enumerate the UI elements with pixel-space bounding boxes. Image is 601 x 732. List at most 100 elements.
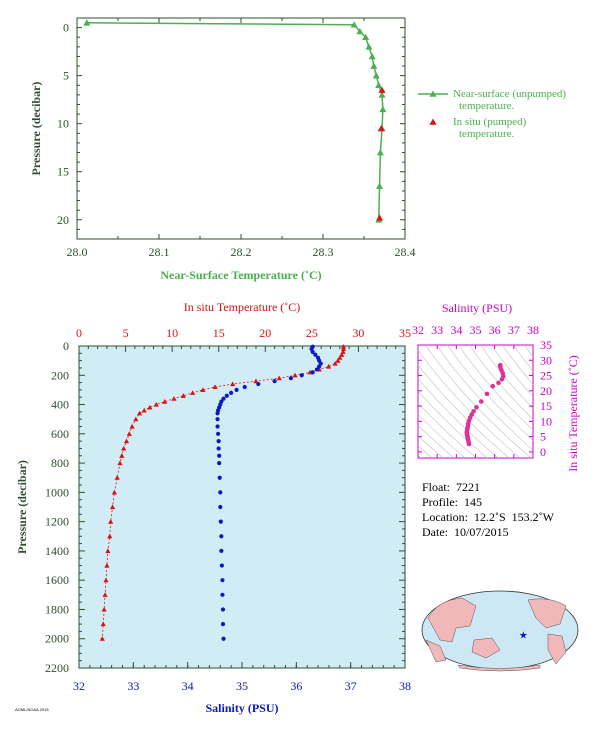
temperature-profile-point <box>111 489 117 495</box>
ts-density-contour <box>524 345 533 358</box>
salinity-profile-point <box>216 439 221 444</box>
salinity-profile-point <box>313 352 318 357</box>
top-x-axis-label: Near-Surface Temperature (˚C) <box>160 268 321 282</box>
ts-temp-tick-label: 35 <box>540 338 552 352</box>
ts-density-contour <box>425 345 532 458</box>
temperature-profile-point <box>133 416 139 422</box>
salinity-profile-point <box>216 446 221 451</box>
top-y-tick-label: 5 <box>63 69 69 83</box>
in-situ-temperature-point <box>377 125 385 132</box>
temperature-profile-point <box>171 396 177 401</box>
float-location: Location: 12.2˚S 153.2˚W <box>422 510 554 524</box>
ts-temp-tick-label: 5 <box>540 430 546 444</box>
near-surface-temperature-point <box>365 43 373 50</box>
salinity-profile-point <box>217 453 222 458</box>
pressure-axis-tick-label: 400 <box>51 398 69 412</box>
near-surface-temperature-point <box>376 149 384 156</box>
legend-label-pumped-2: temperature. <box>459 128 515 140</box>
ts-density-contour <box>469 345 533 420</box>
salinity-profile-point <box>218 519 223 524</box>
temperature-profile-point <box>129 423 135 429</box>
top-y-axis-label: Pressure (decibar) <box>29 82 43 176</box>
temperature-profile-point <box>109 504 116 510</box>
salinity-profile-point <box>220 607 226 612</box>
profile-number: Profile: 145 <box>422 495 482 509</box>
salinity-profile-point <box>310 370 315 375</box>
near-surface-temperature-point <box>378 91 386 98</box>
pressure-axis-tick-label: 200 <box>51 368 69 382</box>
ts-point <box>478 399 484 404</box>
ts-temp-tick-label: 30 <box>540 353 552 367</box>
salinity-profile-point <box>220 621 226 627</box>
map-land-africa <box>425 639 447 663</box>
float-info: Float: 7221 Profile: 145 Location: 12.2˚… <box>422 480 554 540</box>
map-land-asia <box>427 597 477 643</box>
ts-density-contour <box>418 414 466 458</box>
map-land-south-america <box>547 633 567 665</box>
salinity-profile-point <box>288 376 293 381</box>
temperature-profile-point <box>326 363 332 369</box>
temp-axis-tick-label: 30 <box>352 326 364 340</box>
ts-density-contour <box>418 402 477 458</box>
ts-density-contour <box>418 377 499 458</box>
salinity-profile-point <box>272 379 277 384</box>
pressure-axis-tick-label: 800 <box>51 456 69 470</box>
temperature-profile-point <box>335 358 341 363</box>
temperature-profile-point <box>292 372 298 378</box>
temp-axis-tick-label: 10 <box>166 326 178 340</box>
salinity-profile-point <box>215 411 220 416</box>
credit-text: AOML/NOAA 2015 <box>15 707 49 712</box>
salinity-profile-point <box>299 373 304 378</box>
ts-point <box>499 376 505 382</box>
pressure-axis-tick-label: 600 <box>51 427 69 441</box>
temperature-profile-point <box>119 453 125 458</box>
ts-plot-frame <box>417 344 534 459</box>
temperature-profile-point <box>153 401 159 407</box>
world-map-land <box>425 597 567 672</box>
temperature-profile-point <box>253 378 259 384</box>
ts-temp-axis-label: In situ Temperature (˚C) <box>566 355 580 472</box>
temperature-profile-point <box>190 390 196 395</box>
ts-point <box>490 383 496 389</box>
salinity-profile-point <box>221 396 226 401</box>
temp-axis-tick-label: 5 <box>123 326 129 340</box>
temperature-profile-point <box>101 606 107 612</box>
salinity-profile-point <box>234 387 239 393</box>
ts-point <box>466 441 472 447</box>
salinity-axis-tick-label: 36 <box>290 679 302 693</box>
salinity-axis-tick-label: 34 <box>182 679 194 693</box>
salinity-profile-point <box>317 364 322 369</box>
ts-density-contour <box>458 345 533 431</box>
float-location-marker: ★ <box>519 630 528 641</box>
salinity-profile-point <box>310 349 315 354</box>
ts-salinity-tick-label: 33 <box>431 323 443 337</box>
salinity-profile-point <box>221 636 226 641</box>
top-x-tick-label: 28.1 <box>149 245 170 259</box>
legend-marker-unpumped <box>429 90 437 97</box>
ts-density-contour <box>418 364 510 458</box>
ts-density-contour <box>418 424 455 458</box>
temperature-profile-point <box>114 475 120 480</box>
temperature-profile-point <box>103 577 109 583</box>
salinity-axis-tick-label: 38 <box>399 679 411 693</box>
temp-axis-tick-label: 35 <box>399 326 411 340</box>
top-x-tick-label: 28.2 <box>231 245 252 259</box>
near-surface-temperature-point <box>356 27 364 35</box>
temperature-profile-point <box>162 399 168 404</box>
ts-salinity-tick-label: 37 <box>508 323 520 337</box>
pressure-axis-tick-label: 1400 <box>45 544 69 558</box>
temperature-profile-point <box>276 375 282 381</box>
salinity-profile-point <box>218 504 223 510</box>
pressure-axis-label: Pressure (decibar) <box>15 460 29 554</box>
ts-density-contours <box>418 345 533 458</box>
ts-salinity-tick-label: 35 <box>470 323 482 337</box>
legend-marker-pumped <box>429 118 437 125</box>
temperature-profile-point <box>121 445 127 451</box>
temperature-profile-point <box>200 387 206 392</box>
pressure-axis-tick-label: 0 <box>63 339 69 353</box>
temperature-profile-point <box>99 636 105 641</box>
temp-axis-tick-label: 15 <box>213 326 225 340</box>
near-surface-temperature-point <box>370 62 378 69</box>
salinity-axis-tick-label: 37 <box>345 679 357 693</box>
top-y-tick-label: 20 <box>57 213 69 227</box>
